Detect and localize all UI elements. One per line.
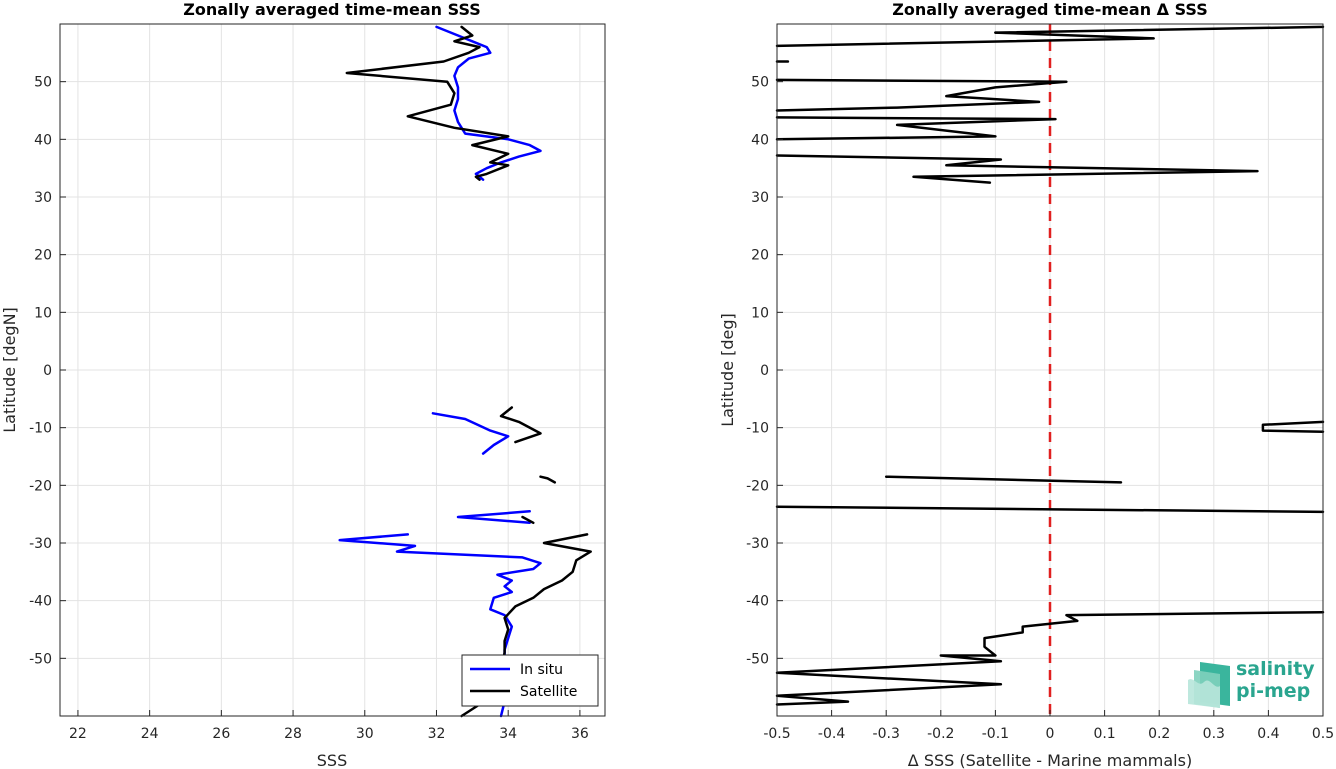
delta-sss-series-line: [1261, 420, 1325, 433]
y-tick-label: 30: [751, 190, 769, 206]
y-tick-label: 0: [43, 363, 52, 379]
y-tick-label: 50: [34, 75, 52, 91]
right-y-axis-label: Latitude [deg]: [718, 313, 737, 427]
x-tick-label: -0.4: [818, 726, 845, 742]
y-tick-label: 30: [34, 190, 52, 206]
delta-sss-series-line: [775, 505, 1325, 514]
logo-line-1: salinity: [1236, 658, 1315, 680]
wave-logo-icon: [1188, 662, 1230, 708]
y-tick-label: -30: [746, 536, 769, 552]
x-tick-label: 0.4: [1257, 726, 1279, 742]
satellite-series-line: [521, 515, 535, 525]
x-tick-label: 26: [212, 726, 230, 742]
x-tick-label: -0.5: [763, 726, 790, 742]
left-x-axis-label: SSS: [317, 751, 347, 769]
x-tick-label: 30: [356, 726, 374, 742]
x-tick-label: 0.5: [1312, 726, 1334, 742]
y-tick-label: 40: [751, 132, 769, 148]
y-tick-label: -30: [29, 536, 52, 552]
x-tick-label: 32: [428, 726, 446, 742]
x-tick-label: -0.1: [982, 726, 1009, 742]
delta-sss-series-line: [775, 116, 1057, 141]
legend-box: [461, 654, 599, 707]
y-tick-label: 10: [34, 305, 52, 321]
satellite-series-line: [345, 25, 510, 181]
right-data-lines: [775, 25, 1325, 706]
y-tick-label: 10: [751, 305, 769, 321]
x-tick-label: 0: [1046, 726, 1055, 742]
y-tick-label: 50: [751, 75, 769, 91]
x-tick-label: 36: [571, 726, 589, 742]
y-tick-label: -40: [29, 594, 52, 610]
y-tick-label: -50: [746, 651, 769, 667]
left-data-lines: [338, 25, 592, 718]
right-tick-labels: -0.5 -0.4 -0.3 -0.2 -0.1 0 0.1 0.2 0.3 0.4 0.5 -50 -…: [746, 75, 1334, 742]
y-tick-label: -10: [29, 421, 52, 437]
x-tick-label: 28: [284, 726, 302, 742]
x-tick-label: 24: [141, 726, 159, 742]
y-tick-label: -50: [29, 651, 52, 667]
delta-sss-series-line: [775, 78, 1068, 112]
y-tick-label: -20: [746, 478, 769, 494]
right-x-axis-label: Δ SSS (Satellite - Marine mammals): [908, 751, 1192, 769]
x-tick-label: 0.3: [1203, 726, 1225, 742]
left-tick-labels: 22 24 26 28 30 32 34 36 -50 -40 -30 -20 -10 0 10 20 30 40…: [29, 75, 589, 742]
logo-line-2: pi-mep: [1236, 680, 1311, 702]
delta-sss-series-line: [884, 475, 1123, 484]
satellite-series-line: [499, 406, 542, 444]
y-tick-label: 20: [34, 248, 52, 264]
left-panel: 22 24 26 28 30 32 34 36 -50 -40 -30 -20 -10 0 10 20 30 40…: [0, 0, 606, 769]
y-tick-label: -20: [29, 478, 52, 494]
satellite-series-line: [539, 475, 557, 484]
x-tick-label: 34: [499, 726, 517, 742]
x-tick-label: -0.3: [873, 726, 900, 742]
delta-sss-series-line: [994, 25, 1325, 34]
y-tick-label: -40: [746, 594, 769, 610]
y-tick-label: 40: [34, 132, 52, 148]
y-tick-label: 20: [751, 248, 769, 264]
legend-in-situ-label: In situ: [520, 662, 563, 678]
salinity-pimep-logo: salinity pi-mep: [1186, 658, 1316, 710]
delta-sss-series-line: [775, 610, 1325, 706]
x-tick-label: 0.1: [1093, 726, 1115, 742]
right-panel: -0.5 -0.4 -0.3 -0.2 -0.1 0 0.1 0.2 0.3 0.4 0.5 -50 -…: [718, 0, 1334, 769]
in-situ-series-line: [435, 25, 542, 181]
legend-satellite-label: Satellite: [520, 684, 577, 700]
x-tick-label: 22: [69, 726, 87, 742]
in-situ-series-line: [456, 510, 531, 525]
y-tick-label: 0: [760, 363, 769, 379]
x-tick-label: -0.2: [927, 726, 954, 742]
in-situ-series-line: [431, 412, 510, 455]
left-y-axis-label: Latitude [degN]: [0, 307, 19, 433]
y-tick-label: -10: [746, 421, 769, 437]
delta-sss-series-line: [775, 31, 1155, 48]
left-grid: [60, 24, 605, 716]
legend: In situ Satellite: [461, 654, 599, 707]
x-tick-label: 0.2: [1148, 726, 1170, 742]
delta-sss-series-line: [775, 154, 1259, 184]
right-chart-title: Zonally averaged time-mean Δ SSS: [892, 0, 1208, 19]
left-chart-title: Zonally averaged time-mean SSS: [183, 0, 481, 19]
